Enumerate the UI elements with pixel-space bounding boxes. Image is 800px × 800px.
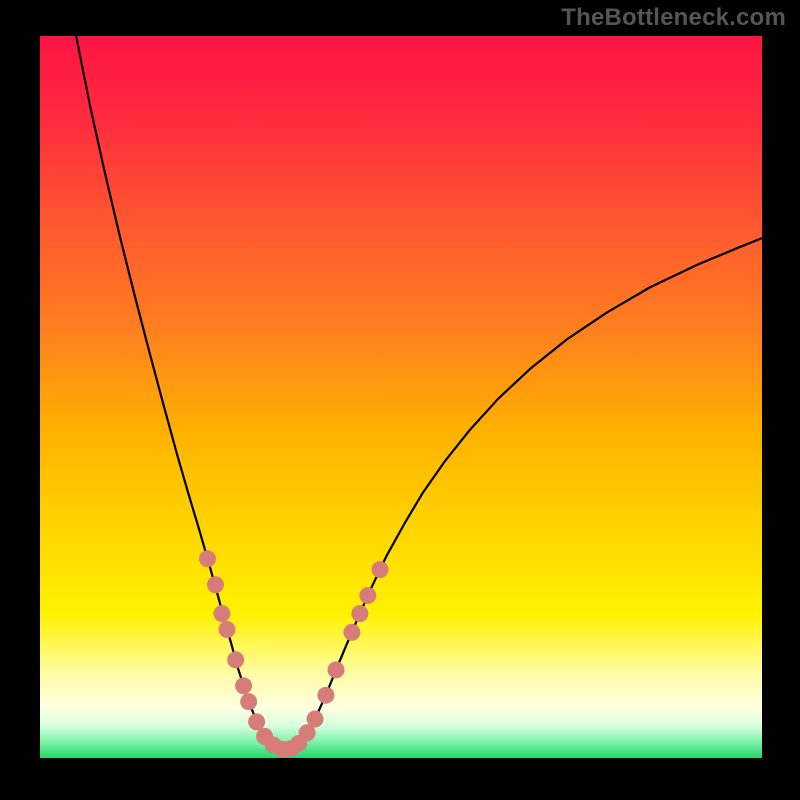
chart-svg bbox=[0, 0, 800, 800]
curve-marker bbox=[219, 621, 236, 638]
curve-marker bbox=[328, 661, 345, 678]
curve-marker bbox=[227, 651, 244, 668]
curve-marker bbox=[351, 605, 368, 622]
plot-background bbox=[40, 36, 762, 758]
curve-marker bbox=[372, 561, 389, 578]
chart-stage: TheBottleneck.com bbox=[0, 0, 800, 800]
curve-marker bbox=[213, 605, 230, 622]
curve-marker bbox=[240, 693, 257, 710]
curve-marker bbox=[207, 576, 224, 593]
curve-marker bbox=[307, 711, 324, 728]
curve-marker bbox=[248, 713, 265, 730]
curve-marker bbox=[359, 587, 376, 604]
curve-marker bbox=[199, 550, 216, 567]
watermark-text: TheBottleneck.com bbox=[561, 4, 786, 32]
curve-marker bbox=[235, 677, 252, 694]
curve-marker bbox=[317, 687, 334, 704]
curve-marker bbox=[343, 624, 360, 641]
